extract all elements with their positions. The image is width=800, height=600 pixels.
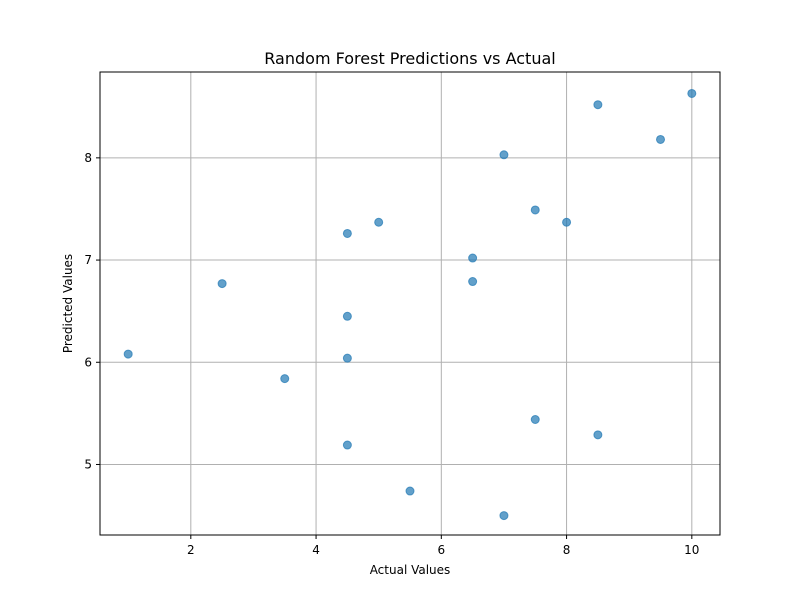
data-point (499, 511, 509, 521)
data-point (123, 349, 133, 359)
data-point (562, 217, 572, 227)
chart-title: Random Forest Predictions vs Actual (264, 49, 555, 68)
y-tick-label: 8 (84, 151, 92, 165)
y-tick-label: 7 (84, 253, 92, 267)
x-tick-label: 4 (312, 543, 320, 557)
data-point (217, 279, 227, 289)
x-axis: 2 4 6 8 10 (187, 535, 699, 557)
data-point (468, 253, 478, 263)
grid (100, 72, 720, 535)
data-point (468, 277, 478, 287)
y-tick-label: 5 (84, 457, 92, 471)
data-point (374, 217, 384, 227)
y-tick-label: 6 (84, 355, 92, 369)
x-tick-label: 10 (684, 543, 699, 557)
data-point (342, 440, 352, 450)
y-axis: 5 6 7 8 (84, 151, 100, 471)
x-tick-label: 6 (437, 543, 445, 557)
data-point (593, 100, 603, 110)
data-point (530, 415, 540, 425)
data-point (342, 311, 352, 321)
y-axis-label: Predicted Values (61, 254, 75, 353)
data-point (342, 353, 352, 363)
data-point (687, 88, 697, 98)
data-point (656, 134, 666, 144)
x-tick-label: 8 (563, 543, 571, 557)
data-point (405, 486, 415, 496)
x-tick-label: 2 (187, 543, 195, 557)
data-point (342, 228, 352, 238)
data-point (499, 150, 509, 160)
data-point (593, 430, 603, 440)
data-point (280, 374, 290, 384)
data-point (530, 205, 540, 215)
plot-frame (99, 71, 721, 536)
data-points (123, 88, 697, 521)
x-axis-label: Actual Values (370, 563, 451, 577)
